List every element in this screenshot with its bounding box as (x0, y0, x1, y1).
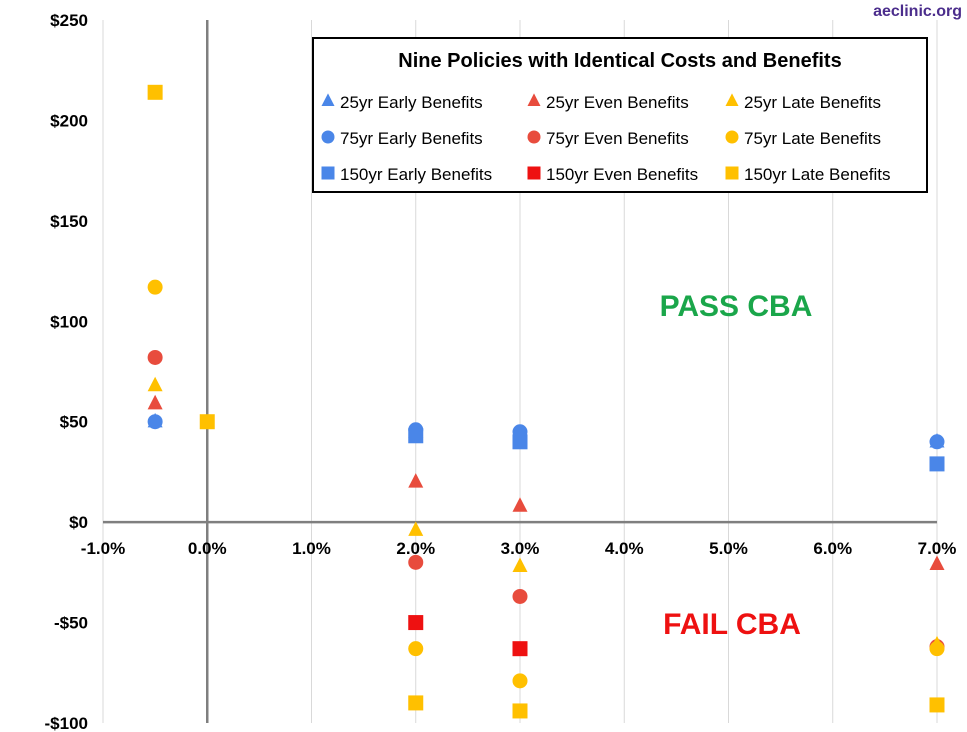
y-tick-label: $250 (50, 11, 88, 30)
y-tick-label: -$50 (54, 614, 88, 633)
x-tick-label: 4.0% (605, 539, 644, 558)
data-point-triangle (147, 412, 163, 428)
data-point-triangle (512, 497, 528, 512)
y-tick-label: -$100 (45, 714, 88, 732)
x-tick-label: 0.0% (188, 539, 227, 558)
data-point-circle (147, 349, 163, 365)
legend-label: 25yr Late Benefits (744, 93, 881, 112)
y-tick-labels: -$100 -$50 $0 $50 $100 $150 $200 $250 (45, 11, 88, 732)
data-point-square (929, 456, 945, 472)
data-point-triangle (929, 635, 945, 651)
legend-label: 75yr Early Benefits (340, 129, 483, 148)
data-point-triangle (929, 432, 945, 448)
legend-marker-triangle (527, 93, 541, 106)
pass-region-label: PASS CBA (660, 290, 813, 323)
fail-region-label: FAIL CBA (663, 608, 801, 641)
y-tick-label: $0 (69, 513, 88, 532)
data-point-triangle (512, 557, 528, 573)
data-point-triangle (929, 555, 945, 571)
x-tick-label: 6.0% (813, 539, 852, 558)
x-tick-label: 7.0% (918, 539, 957, 558)
data-point-circle (408, 641, 424, 657)
data-point-circle (512, 673, 528, 689)
legend: Nine Policies with Identical Costs and B… (312, 37, 928, 193)
x-tick-label: 2.0% (396, 539, 435, 558)
data-point-square (408, 615, 424, 631)
data-point-triangle (408, 422, 424, 438)
data-points (147, 84, 945, 719)
legend-marker-square (321, 166, 335, 180)
y-tick-label: $50 (60, 413, 88, 432)
data-point-triangle (512, 426, 528, 442)
x-tick-label: -1.0% (81, 539, 125, 558)
data-point-circle (147, 279, 163, 295)
legend-box (312, 37, 928, 193)
legend-label: 150yr Late Benefits (744, 165, 890, 184)
brand-link[interactable]: aeclinic.org (873, 3, 962, 20)
data-point-triangle (408, 473, 424, 488)
x-tick-labels: -1.0% 0.0% 1.0% 2.0% 3.0% 4.0% 5.0% 6.0% 7.0% (81, 539, 957, 558)
data-point-triangle (408, 521, 424, 536)
data-point-square (147, 84, 163, 100)
legend-label: 25yr Even Benefits (546, 93, 689, 112)
legend-label: 25yr Early Benefits (340, 93, 483, 112)
y-tick-label: $200 (50, 111, 88, 130)
x-tick-label: 3.0% (501, 539, 540, 558)
legend-title: Nine Policies with Identical Costs and B… (398, 50, 841, 72)
legend-marker-circle (321, 130, 335, 144)
y-tick-label: $150 (50, 212, 88, 231)
legend-label: 75yr Even Benefits (546, 129, 689, 148)
legend-label: 150yr Early Benefits (340, 165, 492, 184)
data-point-square (408, 695, 424, 711)
data-point-circle (512, 588, 528, 604)
legend-marker-square (527, 166, 541, 180)
data-point-square (512, 641, 528, 657)
data-point-square (512, 703, 528, 719)
x-tick-label: 1.0% (292, 539, 331, 558)
data-point-circle (408, 554, 424, 570)
legend-marker-square (725, 166, 739, 180)
data-point-triangle (147, 394, 163, 410)
legend-label: 75yr Late Benefits (744, 129, 881, 148)
legend-marker-circle (527, 130, 541, 144)
legend-label: 150yr Even Benefits (546, 165, 698, 184)
legend-marker-circle (725, 130, 739, 144)
axes (103, 20, 937, 723)
y-tick-label: $100 (50, 312, 88, 331)
x-tick-label: 5.0% (709, 539, 748, 558)
legend-marker-triangle (725, 93, 739, 106)
legend-marker-triangle (321, 93, 335, 106)
data-point-square (199, 414, 215, 430)
data-point-square (929, 697, 945, 713)
data-point-triangle (147, 376, 163, 392)
